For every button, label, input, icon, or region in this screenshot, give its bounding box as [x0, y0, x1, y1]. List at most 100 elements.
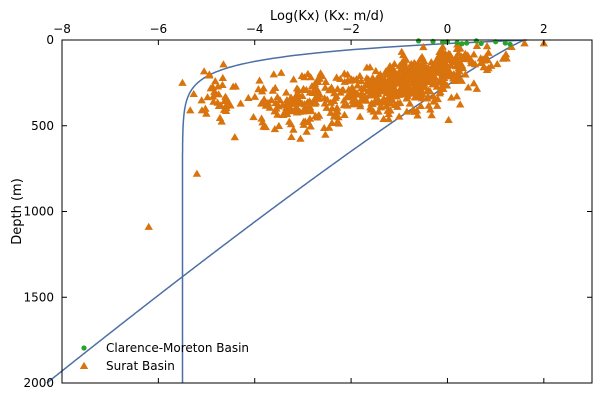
surat-basin-point	[364, 86, 373, 94]
surat-basin-point	[315, 74, 324, 82]
surat-basin-point	[461, 70, 470, 78]
surat-basin-point	[343, 76, 352, 84]
surat-basin-point	[340, 110, 349, 119]
surat-basin-point	[391, 69, 400, 77]
surat-basin-point	[520, 39, 529, 47]
x-tick-label: −4	[246, 22, 264, 36]
surat-basin-point	[278, 100, 287, 109]
surat-basin-point	[257, 99, 266, 107]
clarence-moreton-point	[415, 38, 422, 44]
surat-basin-point	[419, 77, 428, 86]
surat-basin-point	[451, 55, 461, 63]
surat-basin-point	[302, 127, 311, 135]
surat-basin-point	[382, 87, 391, 95]
surat-basin-point	[382, 101, 391, 110]
surat-basin-point	[385, 93, 395, 101]
surat-basin-point	[299, 107, 308, 115]
surat-basin-point	[483, 56, 493, 64]
surat-basin-point	[221, 106, 231, 115]
surat-basin-point	[412, 80, 422, 88]
surat-basin-point	[445, 50, 455, 58]
surat-basin-point	[420, 82, 429, 90]
surat-basin-point	[386, 106, 395, 114]
surat-basin-point	[455, 74, 464, 83]
surat-basin-point	[332, 73, 341, 81]
surat-basin-point	[427, 69, 436, 77]
surat-basin-point	[397, 63, 407, 71]
surat-basin-point	[410, 107, 419, 115]
surat-basin-point	[199, 67, 209, 75]
surat-basin-point	[352, 75, 361, 83]
surat-basin-point	[189, 89, 198, 97]
clarence-moreton-point	[473, 38, 479, 44]
surat-basin-point	[431, 58, 441, 66]
surat-basin-point	[419, 42, 428, 51]
surat-basin-point	[436, 55, 445, 64]
surat-basin-point	[346, 88, 355, 96]
surat-basin-point	[307, 82, 317, 90]
surat-basin-point	[339, 96, 349, 104]
surat-basin-point	[409, 64, 418, 72]
surat-basin-point	[327, 83, 336, 91]
surat-basin-point	[218, 80, 227, 88]
surat-basin-point	[244, 93, 253, 101]
surat-basin-point	[340, 69, 349, 77]
surat-basin-point	[476, 58, 486, 66]
surat-basin-point	[322, 103, 331, 111]
surat-basin-point	[416, 101, 426, 110]
surat-basin-point	[79, 361, 89, 369]
surat-basin-point	[236, 99, 245, 107]
surat-basin-point	[304, 103, 314, 111]
surat-basin-point	[300, 100, 309, 108]
surat-basin-point	[377, 98, 387, 106]
surat-basin-point	[452, 92, 462, 100]
surat-basin-point	[304, 98, 314, 106]
x-tick-label: −2	[342, 22, 360, 36]
surat-basin-point	[353, 81, 362, 89]
surat-basin-point	[230, 133, 240, 141]
legend-label-clarence-moreton: Clarence-Moreton Basin	[106, 341, 249, 355]
surat-basin-point	[298, 91, 307, 100]
surat-basin-point	[342, 92, 352, 100]
surat-basin-point	[446, 61, 456, 69]
clarence-moreton-point	[440, 39, 446, 45]
surat-basin-point	[498, 54, 508, 62]
surat-basin-point	[440, 63, 449, 71]
surat-basin-point	[397, 58, 407, 66]
surat-basin-point	[455, 100, 465, 108]
surat-basin-point	[371, 90, 380, 98]
surat-basin-point	[385, 61, 395, 70]
surat-basin-point	[334, 119, 344, 127]
surat-basin-point	[366, 105, 376, 113]
surat-basin-point	[258, 118, 267, 126]
surat-basin-point	[493, 59, 502, 68]
surat-basin-point	[426, 105, 435, 113]
surat-basin-point	[300, 73, 309, 81]
y-tick-label: 500	[31, 119, 54, 133]
surat-basin-point	[419, 56, 429, 65]
y-tick-label: 1000	[23, 205, 54, 219]
surat-basin-point	[339, 101, 349, 109]
axis-ticks: −8 −6 −4 −2 0 2 0 500 1000 1500 2000	[23, 22, 592, 390]
y-tick-label: 2000	[23, 376, 54, 390]
surat-basin-point	[401, 55, 411, 63]
surat-basin-point	[217, 117, 226, 125]
surat-basin-point	[356, 95, 366, 103]
surat-basin-point	[469, 50, 479, 58]
surat-basin-point	[406, 74, 415, 82]
surat-basin-point	[430, 79, 440, 87]
surat-basin-point	[413, 111, 422, 119]
y-tick-label: 1500	[23, 290, 54, 304]
surat-basin-point	[429, 97, 438, 105]
surat-basin-point	[424, 101, 433, 109]
surat-basin-point	[338, 86, 348, 94]
surat-basin-point	[315, 90, 325, 98]
surat-basin-point	[282, 109, 292, 117]
surat-basin-point	[423, 92, 433, 100]
surat-basin-point	[472, 84, 482, 92]
surat-basin-point	[224, 97, 233, 106]
surat-basin-point	[323, 95, 332, 103]
surat-basin-point	[437, 83, 446, 91]
surat-basin-point	[350, 94, 360, 103]
surat-basin-point	[209, 97, 218, 105]
